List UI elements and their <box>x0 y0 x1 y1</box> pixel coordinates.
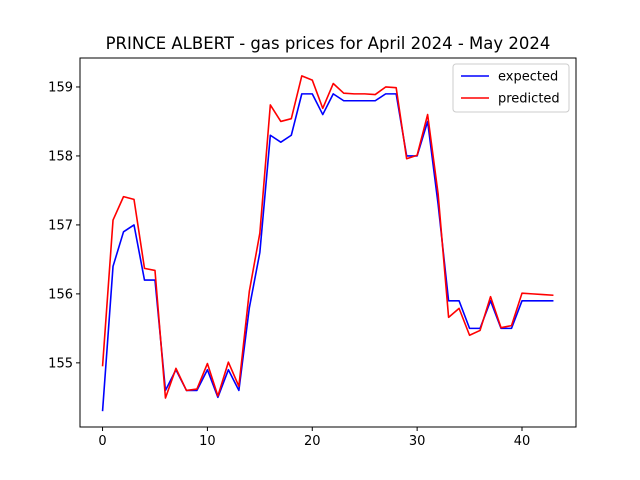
x-tick-label: 30 <box>409 434 426 449</box>
x-tick-label: 20 <box>304 434 321 449</box>
axes-frame <box>79 57 577 428</box>
axis-ticks: 0 10 20 30 40 155 156 157 158 159 <box>48 80 530 449</box>
y-tick-label: 158 <box>48 149 73 164</box>
chart-title: PRINCE ALBERT - gas prices for April 202… <box>106 34 551 53</box>
legend-label-predicted: predicted <box>498 92 560 107</box>
x-tick-label: 0 <box>98 434 106 449</box>
x-tick-label: 40 <box>514 434 531 449</box>
y-tick-label: 157 <box>48 218 73 233</box>
plot-area <box>101 75 554 412</box>
y-tick-label: 159 <box>48 80 73 95</box>
x-tick-label: 10 <box>199 434 216 449</box>
y-tick-label: 156 <box>48 287 73 302</box>
legend-label-expected: expected <box>498 70 558 85</box>
series-line-predicted <box>101 75 554 399</box>
legend: expected predicted <box>452 63 570 113</box>
y-tick-label: 155 <box>48 356 73 371</box>
